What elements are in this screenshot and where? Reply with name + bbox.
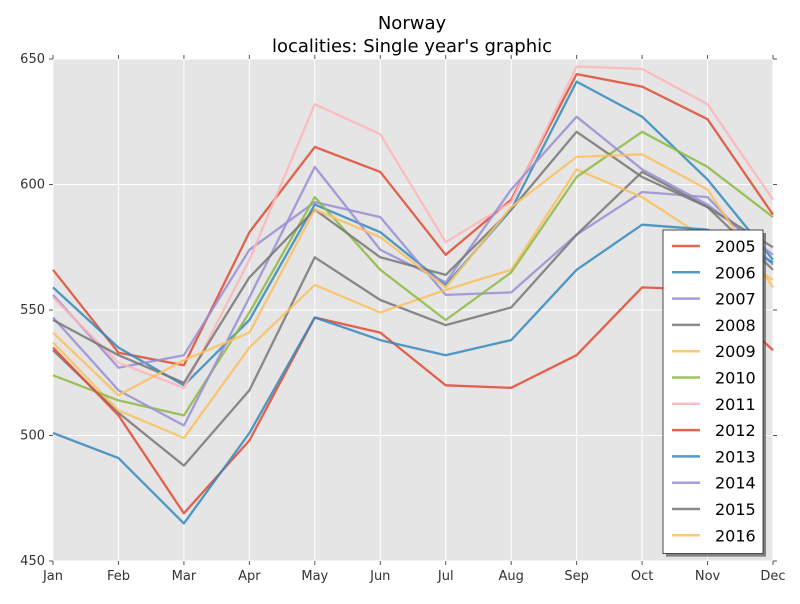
series-line-2015 [52, 130, 774, 384]
y-tick-label: 650 [20, 52, 45, 67]
legend-label-2007: 2007 [715, 290, 756, 309]
legend-label-2013: 2013 [715, 447, 756, 466]
x-tick-label: Oct [631, 569, 653, 584]
series-line-2012 [52, 286, 774, 515]
x-tick-label: Nov [695, 569, 721, 584]
series-line-2011 [52, 65, 774, 389]
series-line-2013 [52, 223, 774, 525]
series-line-2016 [52, 153, 774, 397]
series-line-2007 [52, 190, 774, 369]
y-tick-label: 550 [20, 303, 45, 318]
x-tick-label: Apr [238, 569, 261, 584]
y-tick-label: 500 [20, 429, 45, 444]
x-tick-label: Aug [498, 569, 523, 584]
y-tick-label: 600 [20, 178, 45, 193]
x-tick-label: Jul [437, 569, 454, 584]
legend-label-2012: 2012 [715, 421, 756, 440]
x-tick-label: Dec [760, 569, 785, 584]
x-tick-label: Jan [42, 569, 63, 584]
plot-area: 450 500 550 600 650 Jan Feb Mar Apr May Jun Jul Aug S… [20, 52, 785, 584]
x-tick-label: Feb [107, 569, 130, 584]
legend-label-2016: 2016 [715, 526, 756, 545]
series-line-2010 [52, 130, 774, 417]
y-tick-label: 450 [20, 554, 45, 569]
legend-label-2011: 2011 [715, 395, 756, 414]
legend: 2005 2006 2007 2008 2009 2010 2011 2012 2013 2014… [662, 229, 766, 557]
legend-label-2014: 2014 [715, 474, 756, 493]
legend-box [662, 229, 764, 555]
chart-title: Norway [378, 13, 447, 34]
x-tick-label: Mar [172, 569, 197, 584]
chart-subtitle: localities: Single year's graphic [272, 36, 552, 57]
legend-label-2010: 2010 [715, 369, 756, 388]
x-tick-label: Jun [369, 569, 390, 584]
legend-label-2005: 2005 [715, 237, 756, 256]
legend-label-2009: 2009 [715, 342, 756, 361]
legend-label-2006: 2006 [715, 263, 756, 282]
series-line-2008 [52, 170, 774, 467]
legend-label-2008: 2008 [715, 316, 756, 335]
series-line-2009 [52, 168, 774, 440]
x-tick-label: May [301, 569, 328, 584]
x-tick-label: Sep [564, 569, 589, 584]
series-line-2005 [52, 72, 774, 367]
legend-label-2015: 2015 [715, 500, 756, 519]
